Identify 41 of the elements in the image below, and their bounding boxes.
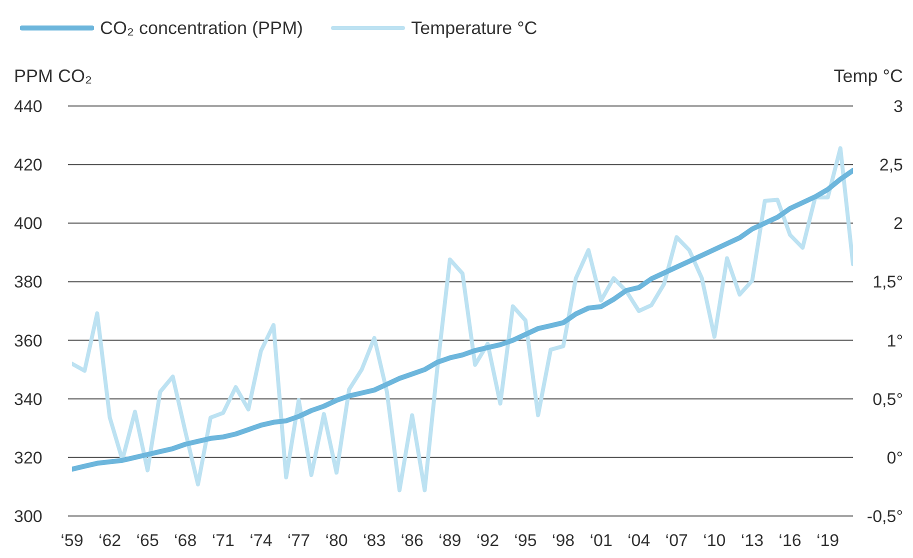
y2-tick-label: 3 [894,97,903,116]
x-tick-label: ‘16 [778,531,802,550]
y2-tick-label: 1° [886,331,903,350]
legend-label: CO₂ concentration (PPM) [100,18,304,38]
x-tick-label: ‘68 [174,531,197,550]
x-tick-label: ‘62 [98,531,122,550]
x-tick-label: ‘77 [287,531,310,550]
y-tick-label: 300 [14,507,42,526]
x-tick-label: ‘07 [665,531,688,550]
y-axis-title: PPM CO₂ [14,66,92,86]
x-tick-label: ‘95 [514,531,537,550]
x-tick-label: ‘80 [325,531,348,550]
x-tick-label: ‘04 [628,531,650,550]
x-tick-label: ‘13 [740,531,764,550]
x-tick-label: ‘86 [400,531,424,550]
legend-label: Temperature °C [411,18,538,38]
y2-tick-label: 2 [894,214,903,234]
x-tick-label: ‘01 [590,531,612,550]
x-tick-label: ‘92 [476,531,500,550]
y-tick-label: 320 [14,448,42,468]
y-tick-label: 400 [14,214,42,234]
y-tick-label: 360 [14,331,42,350]
x-tick-label: ‘71 [212,531,235,550]
x-tick-label: ‘89 [438,531,462,550]
x-tick-label: ‘19 [816,531,840,550]
y-tick-label: 340 [14,390,42,409]
x-tick-label: ‘10 [703,531,726,550]
x-tick-label: ‘83 [362,531,386,550]
y2-tick-label: 1,5° [872,272,903,292]
y2-axis-title: Temp °C [834,66,903,86]
y2-tick-label: 0,5° [872,390,903,409]
x-tick-label: ‘74 [250,531,272,550]
x-tick-label: ‘98 [552,531,575,550]
y2-tick-label: -0,5° [866,507,903,526]
x-tick-label: ‘65 [136,531,159,550]
x-tick-label: ‘59 [60,531,84,550]
y2-tick-label: 0° [886,448,903,468]
y-tick-label: 380 [14,272,42,292]
y-tick-label: 440 [14,97,42,116]
y-tick-label: 420 [14,156,42,175]
y2-tick-label: 2,5 [879,156,903,175]
